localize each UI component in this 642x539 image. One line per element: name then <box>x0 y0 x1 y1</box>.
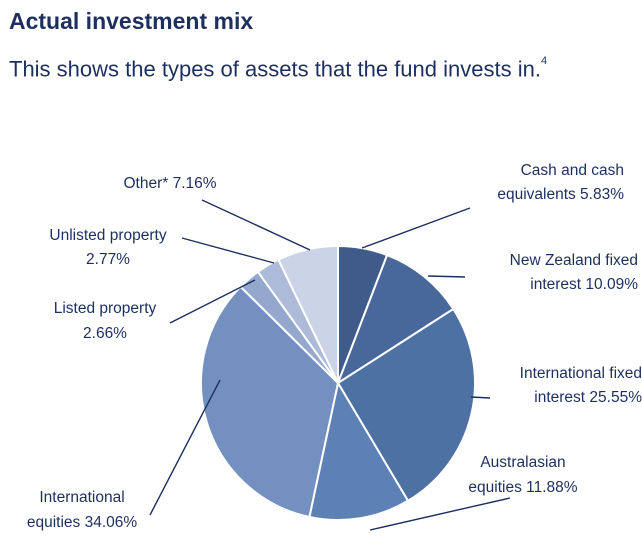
subtitle-text: This shows the types of assets that the … <box>9 56 541 82</box>
leader-line-4 <box>149 379 221 516</box>
pie-slice-1 <box>335 253 455 386</box>
leader-line-1 <box>427 275 466 278</box>
footnote-ref: 4 <box>540 55 548 67</box>
leader-line-0 <box>361 207 471 249</box>
slice-label-5-line-0: Listed property <box>54 300 157 317</box>
slice-label-1-line-0: New Zealand fixed <box>510 252 638 269</box>
slice-label-2-line-1: interest 25.55% <box>534 389 642 406</box>
leader-line-2 <box>470 396 491 399</box>
leader-line-6 <box>181 237 275 264</box>
slice-label-2-line-0: International fixed <box>520 365 642 382</box>
chart-subtitle: This shows the types of assets that the … <box>9 48 569 86</box>
slice-label-3-line-1: equities 11.88% <box>468 479 577 496</box>
leader-line-7 <box>201 199 311 251</box>
pie-slice-4 <box>200 285 340 519</box>
slice-label-7-line-0: Other* 7.16% <box>123 175 216 192</box>
pie-slice-2 <box>336 307 476 503</box>
slice-label-4-line-0: International <box>39 489 124 506</box>
slice-label-6-line-0: Unlisted property <box>49 227 166 244</box>
chart-title: Actual investment mix <box>9 8 254 34</box>
slice-label-3-line-0: Australasian <box>480 454 565 471</box>
slice-label-0-line-0: Cash and cash <box>521 162 624 179</box>
slice-label-5-line-1: 2.66% <box>83 325 127 342</box>
slice-label-4-line-1: equities 34.06% <box>27 514 138 531</box>
slice-label-1-line-1: interest 10.09% <box>530 276 638 293</box>
slice-label-6-line-1: 2.77% <box>86 251 130 268</box>
leader-line-3 <box>369 497 511 531</box>
leader-line-5 <box>169 279 256 324</box>
pie-slice-3 <box>308 380 410 521</box>
slice-label-0-line-1: equivalents 5.83% <box>497 186 624 203</box>
